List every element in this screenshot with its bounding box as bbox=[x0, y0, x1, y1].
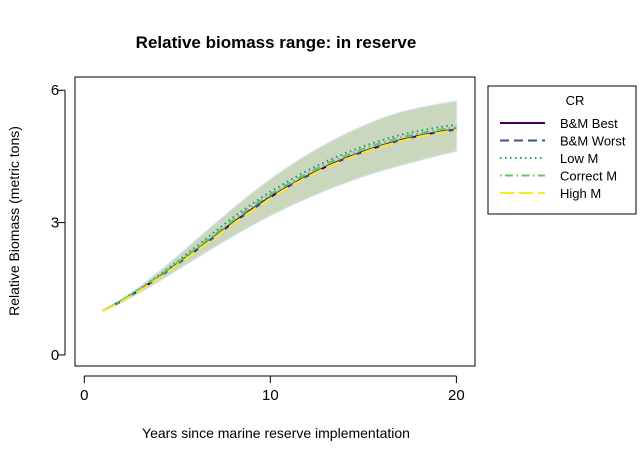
plot-frame bbox=[74, 76, 476, 367]
legend-title: CR bbox=[566, 93, 585, 108]
x-tick-label: 10 bbox=[262, 387, 279, 404]
range-band bbox=[102, 100, 458, 312]
series-line-3 bbox=[102, 123, 457, 312]
legend-label-1: B&M Best bbox=[560, 116, 618, 131]
series-line-4 bbox=[102, 126, 457, 312]
x-tick-label: 0 bbox=[80, 387, 88, 404]
range-band-layer bbox=[102, 100, 458, 312]
chart-title: Relative biomass range: in reserve bbox=[136, 33, 417, 52]
series-layer bbox=[102, 123, 457, 312]
legend: CR B&M Best B&M Worst Low M Correct M High M bbox=[487, 85, 637, 215]
axis-layer: 0 10 20 0 3 6 bbox=[51, 82, 465, 404]
legend-label-3: Low M bbox=[560, 151, 598, 166]
legend-label-5: High M bbox=[560, 186, 601, 201]
legend-label-4: Correct M bbox=[560, 169, 617, 184]
x-axis-label: Years since marine reserve implementatio… bbox=[142, 425, 410, 441]
legend-label-2: B&M Worst bbox=[560, 134, 626, 149]
x-tick-label: 20 bbox=[448, 387, 465, 404]
legend-items: B&M Best B&M Worst Low M Correct M High M bbox=[500, 116, 626, 201]
y-tick-label: 3 bbox=[51, 215, 59, 232]
y-axis-label: Relative Biomass (metric tons) bbox=[6, 126, 22, 316]
series-line-5 bbox=[102, 128, 457, 312]
y-tick-label: 0 bbox=[51, 347, 59, 364]
y-tick-label: 6 bbox=[51, 82, 59, 99]
